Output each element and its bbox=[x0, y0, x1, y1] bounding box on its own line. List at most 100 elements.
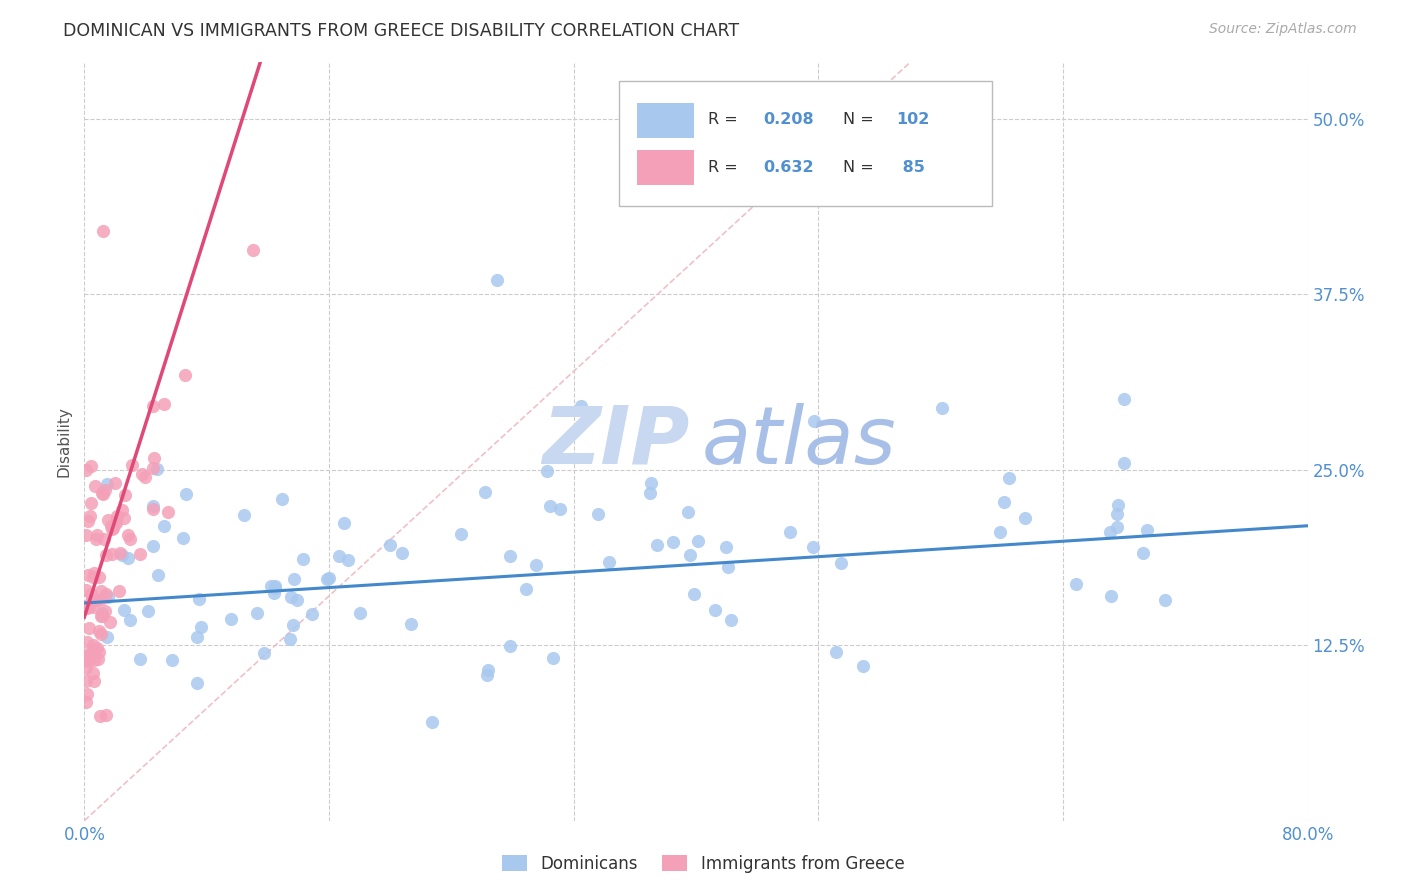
Point bbox=[80, 648, 103, 663]
Point bbox=[233, 508, 256, 522]
Point bbox=[1064, 577, 1087, 591]
Point bbox=[283, 572, 305, 586]
Text: R =: R = bbox=[709, 160, 744, 175]
Point bbox=[75, 674, 97, 689]
Point bbox=[142, 460, 165, 475]
Point bbox=[679, 549, 702, 563]
Point bbox=[131, 467, 153, 481]
Point bbox=[142, 499, 165, 513]
Point bbox=[285, 593, 308, 607]
Point bbox=[1105, 520, 1128, 534]
Point bbox=[93, 483, 115, 498]
Point bbox=[82, 592, 104, 607]
Point bbox=[499, 549, 522, 563]
Point bbox=[264, 581, 287, 595]
Point bbox=[75, 661, 97, 675]
Point bbox=[688, 534, 710, 549]
Point bbox=[98, 615, 121, 629]
Point bbox=[117, 527, 139, 541]
Text: 0.208: 0.208 bbox=[763, 112, 814, 127]
Point bbox=[825, 645, 848, 659]
Point bbox=[84, 479, 107, 493]
Point bbox=[333, 516, 356, 530]
Point bbox=[1153, 592, 1175, 607]
Point bbox=[988, 524, 1011, 539]
Point bbox=[172, 531, 194, 545]
Point bbox=[598, 555, 620, 569]
Point bbox=[91, 224, 114, 238]
Point bbox=[801, 540, 824, 554]
Text: DOMINICAN VS IMMIGRANTS FROM GREECE DISABILITY CORRELATION CHART: DOMINICAN VS IMMIGRANTS FROM GREECE DISA… bbox=[63, 22, 740, 40]
Point bbox=[263, 586, 285, 600]
Point bbox=[90, 609, 112, 624]
Point bbox=[77, 568, 100, 582]
Point bbox=[271, 491, 294, 506]
Point bbox=[1107, 499, 1129, 513]
Point bbox=[1014, 511, 1036, 525]
Point bbox=[77, 599, 100, 614]
Point bbox=[89, 592, 111, 607]
FancyBboxPatch shape bbox=[637, 151, 693, 186]
Point bbox=[1136, 523, 1159, 537]
Point bbox=[1098, 525, 1121, 540]
Point bbox=[93, 532, 115, 546]
Point bbox=[83, 644, 105, 658]
Point bbox=[96, 476, 118, 491]
Point bbox=[111, 502, 134, 516]
Point bbox=[142, 501, 165, 516]
Point bbox=[105, 516, 128, 530]
Point bbox=[77, 514, 100, 528]
Point bbox=[157, 505, 180, 519]
Point bbox=[263, 579, 285, 593]
Point bbox=[260, 579, 283, 593]
Point bbox=[76, 635, 98, 649]
Point bbox=[76, 687, 98, 701]
Point bbox=[541, 651, 564, 665]
Point bbox=[186, 631, 208, 645]
Point bbox=[779, 524, 801, 539]
Point bbox=[79, 509, 101, 524]
Point bbox=[993, 494, 1015, 508]
Point bbox=[499, 639, 522, 653]
Point bbox=[75, 583, 97, 598]
Point bbox=[79, 458, 101, 473]
Point bbox=[75, 695, 97, 709]
Point bbox=[174, 368, 197, 382]
Point bbox=[1105, 507, 1128, 521]
Point bbox=[79, 621, 101, 635]
Point bbox=[96, 512, 118, 526]
Text: 0.632: 0.632 bbox=[763, 160, 814, 175]
Point bbox=[128, 547, 150, 561]
FancyBboxPatch shape bbox=[619, 81, 993, 207]
Point bbox=[153, 397, 176, 411]
Point bbox=[1132, 546, 1154, 560]
Point bbox=[89, 569, 111, 583]
Point bbox=[569, 400, 592, 414]
Point bbox=[105, 514, 128, 528]
Point bbox=[253, 646, 276, 660]
Point bbox=[91, 606, 114, 620]
Point bbox=[291, 552, 314, 566]
Point bbox=[1114, 392, 1136, 406]
Point bbox=[82, 666, 104, 681]
Point bbox=[153, 518, 176, 533]
Point bbox=[87, 645, 110, 659]
Point bbox=[281, 617, 304, 632]
Y-axis label: Disability: Disability bbox=[56, 406, 72, 477]
Point bbox=[720, 613, 742, 627]
Point bbox=[101, 548, 124, 562]
Point bbox=[316, 572, 339, 586]
Point bbox=[803, 414, 825, 428]
Point bbox=[278, 632, 301, 646]
Point bbox=[83, 673, 105, 688]
Point bbox=[703, 603, 725, 617]
Point bbox=[87, 652, 110, 666]
Point bbox=[678, 505, 700, 519]
Point bbox=[94, 587, 117, 601]
Point bbox=[83, 600, 105, 615]
Point bbox=[242, 244, 264, 258]
Point bbox=[717, 559, 740, 574]
Point bbox=[82, 638, 104, 652]
Point bbox=[548, 502, 571, 516]
Text: R =: R = bbox=[709, 112, 744, 127]
